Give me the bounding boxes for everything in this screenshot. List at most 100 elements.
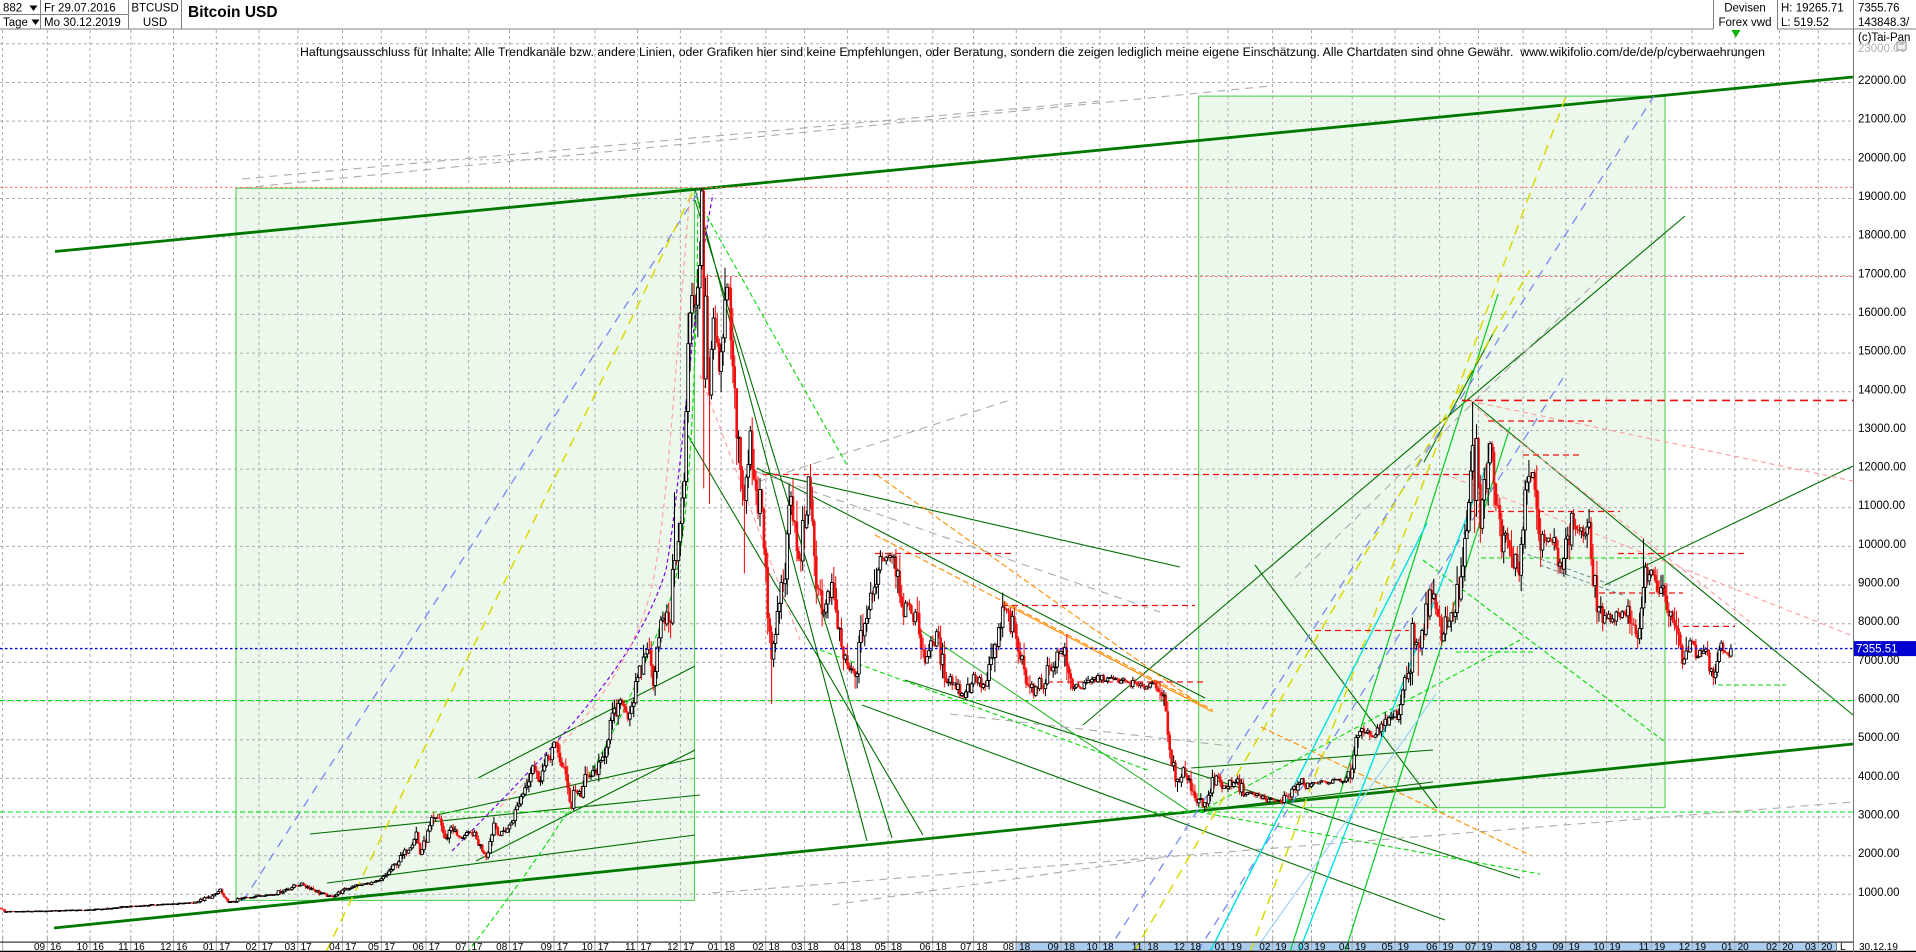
svg-text:19: 19	[1569, 942, 1581, 952]
svg-text:11: 11	[118, 942, 129, 952]
svg-text:09: 09	[34, 942, 46, 952]
svg-text:19: 19	[1695, 942, 1707, 952]
svg-text:19: 19	[1355, 942, 1367, 952]
svg-text:04: 04	[834, 942, 846, 952]
svg-text:30.12.19: 30.12.19	[1859, 942, 1898, 952]
svg-text:20: 20	[1738, 942, 1750, 952]
svg-text:18: 18	[850, 942, 862, 952]
svg-text:14000.00: 14000.00	[1858, 384, 1906, 396]
svg-text:BTCUSD: BTCUSD	[131, 3, 178, 15]
svg-text:18: 18	[1064, 942, 1076, 952]
svg-text:18: 18	[1019, 942, 1031, 952]
svg-text:20: 20	[1782, 942, 1794, 952]
svg-text:12: 12	[1174, 942, 1186, 952]
svg-text:8000.00: 8000.00	[1858, 616, 1900, 628]
svg-text:Tage: Tage	[3, 17, 28, 29]
svg-text:13000.00: 13000.00	[1858, 423, 1906, 435]
svg-text:04: 04	[1339, 942, 1351, 952]
svg-text:01: 01	[708, 942, 720, 952]
svg-text:12: 12	[160, 942, 172, 952]
svg-text:21000.00: 21000.00	[1858, 114, 1906, 126]
svg-text:23000.00: 23000.00	[1858, 43, 1906, 55]
svg-text:H: 19265.71: H: 19265.71	[1781, 3, 1844, 15]
svg-text:18: 18	[769, 942, 781, 952]
svg-text:9000.00: 9000.00	[1858, 578, 1900, 590]
svg-text:19: 19	[1481, 942, 1493, 952]
svg-text:18: 18	[1147, 942, 1159, 952]
svg-text:02: 02	[1766, 942, 1778, 952]
svg-text:03: 03	[1805, 942, 1817, 952]
svg-text:15000.00: 15000.00	[1858, 346, 1906, 358]
svg-text:17000.00: 17000.00	[1858, 268, 1906, 280]
svg-text:Fr 29.07.2016: Fr 29.07.2016	[44, 3, 116, 15]
svg-text:17: 17	[345, 942, 357, 952]
svg-text:09: 09	[1552, 942, 1564, 952]
svg-text:6000.00: 6000.00	[1858, 694, 1900, 706]
svg-text:17: 17	[384, 942, 396, 952]
svg-text:4000.00: 4000.00	[1858, 771, 1900, 783]
svg-text:17: 17	[262, 942, 274, 952]
svg-text:19: 19	[1314, 942, 1326, 952]
svg-text:19: 19	[1442, 942, 1454, 952]
svg-text:3000.00: 3000.00	[1858, 810, 1900, 822]
svg-text:Haftungsausschluss für Inhalte: Haftungsausschluss für Inhalte: Alle Tre…	[300, 45, 1765, 59]
svg-text:19: 19	[1398, 942, 1410, 952]
svg-text:17: 17	[598, 942, 610, 952]
svg-text:17: 17	[301, 942, 313, 952]
svg-text:10: 10	[1593, 942, 1605, 952]
svg-text:2000.00: 2000.00	[1858, 848, 1900, 860]
svg-text:05: 05	[875, 942, 887, 952]
svg-text:18000.00: 18000.00	[1858, 230, 1906, 242]
svg-text:18: 18	[807, 942, 819, 952]
svg-text:17: 17	[557, 942, 569, 952]
svg-text:12: 12	[1679, 942, 1691, 952]
svg-text:7355.76: 7355.76	[1858, 3, 1900, 15]
svg-text:16: 16	[176, 942, 188, 952]
svg-text:19: 19	[1275, 942, 1287, 952]
svg-text:08: 08	[1510, 942, 1522, 952]
svg-text:02: 02	[752, 942, 764, 952]
svg-text:19: 19	[1231, 942, 1243, 952]
svg-text:02: 02	[1259, 942, 1271, 952]
svg-text:04: 04	[329, 942, 341, 952]
svg-text:1000.00: 1000.00	[1858, 887, 1900, 899]
svg-text:143848.3/: 143848.3/	[1858, 17, 1910, 29]
svg-text:19000.00: 19000.00	[1858, 191, 1906, 203]
svg-text:11000.00: 11000.00	[1858, 500, 1905, 512]
svg-text:10: 10	[1086, 942, 1098, 952]
svg-text:18: 18	[891, 942, 903, 952]
svg-text:06: 06	[919, 942, 931, 952]
svg-text:01: 01	[1215, 942, 1227, 952]
svg-text:11: 11	[625, 942, 636, 952]
svg-text:Forex vwd: Forex vwd	[1718, 17, 1771, 29]
svg-text:7355.51: 7355.51	[1856, 644, 1898, 656]
svg-text:05: 05	[368, 942, 380, 952]
svg-text:09: 09	[541, 942, 553, 952]
svg-text:02: 02	[246, 942, 258, 952]
svg-text:10: 10	[77, 942, 89, 952]
svg-text:16: 16	[134, 942, 146, 952]
svg-text:11: 11	[1132, 942, 1143, 952]
svg-text:16: 16	[93, 942, 105, 952]
svg-text:17: 17	[512, 942, 524, 952]
svg-text:Devisen: Devisen	[1724, 3, 1766, 15]
svg-text:07: 07	[1465, 942, 1477, 952]
svg-text:08: 08	[1003, 942, 1015, 952]
svg-text:11: 11	[1639, 942, 1650, 952]
svg-text:18: 18	[976, 942, 988, 952]
svg-text:03: 03	[791, 942, 803, 952]
svg-text:7000.00: 7000.00	[1858, 655, 1900, 667]
svg-text:10: 10	[582, 942, 594, 952]
svg-text:09: 09	[1048, 942, 1060, 952]
svg-text:17: 17	[683, 942, 695, 952]
svg-text:18: 18	[1103, 942, 1115, 952]
svg-text:USD: USD	[143, 17, 167, 29]
svg-text:L: L	[1840, 942, 1846, 952]
svg-text:20: 20	[1821, 942, 1833, 952]
svg-text:05: 05	[1382, 942, 1394, 952]
svg-text:12000.00: 12000.00	[1858, 462, 1906, 474]
svg-text:01: 01	[1721, 942, 1733, 952]
svg-text:20000.00: 20000.00	[1858, 152, 1906, 164]
svg-text:18: 18	[936, 942, 948, 952]
svg-text:17: 17	[640, 942, 652, 952]
